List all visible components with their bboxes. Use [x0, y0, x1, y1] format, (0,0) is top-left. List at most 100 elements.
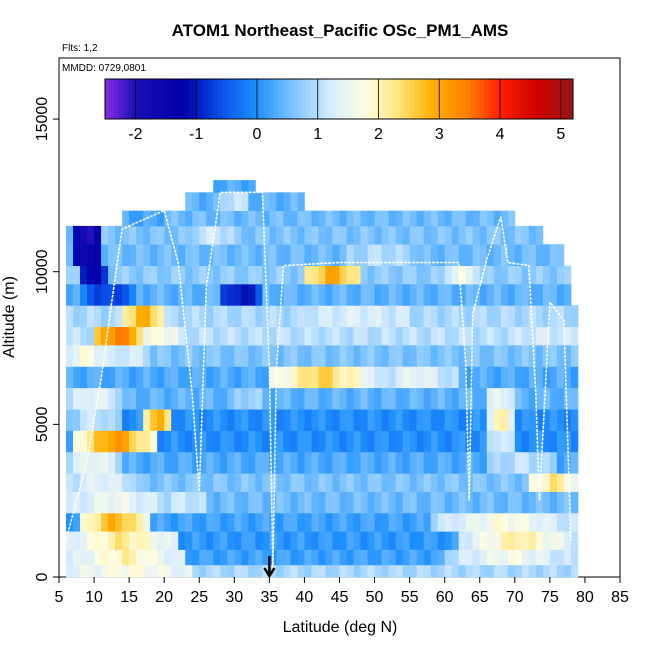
heatmap-cell	[220, 283, 228, 306]
heatmap-cell	[157, 283, 165, 306]
heatmap-cell	[129, 366, 137, 389]
heatmap-cell	[248, 344, 256, 367]
heatmap-cell	[318, 283, 326, 306]
heatmap-cell	[570, 491, 579, 514]
heatmap-cell	[346, 225, 354, 245]
colorbar-segment	[170, 79, 176, 119]
heatmap-cell	[416, 326, 425, 346]
heatmap-cell	[549, 283, 558, 306]
heatmap-cell	[402, 549, 411, 566]
heatmap-cell	[556, 512, 565, 532]
heatmap-cell	[556, 366, 565, 389]
heatmap-cell	[507, 491, 516, 514]
heatmap-cell	[283, 326, 291, 346]
heatmap-cell	[290, 409, 298, 431]
heatmap-cell	[150, 491, 158, 514]
heatmap-cell	[493, 387, 502, 410]
heatmap-cell	[227, 225, 235, 245]
heatmap-cell	[353, 549, 361, 566]
heatmap-cell	[150, 451, 158, 474]
heatmap-cell	[325, 387, 333, 410]
heatmap-cell	[66, 473, 74, 492]
heatmap-cell	[346, 326, 354, 346]
heatmap-cell	[325, 564, 333, 578]
heatmap-cell	[129, 512, 137, 532]
heatmap-cell	[332, 430, 340, 453]
heatmap-cell	[409, 244, 418, 266]
heatmap-cell	[486, 473, 495, 492]
heatmap-cell	[388, 451, 396, 474]
heatmap-cell	[395, 225, 404, 245]
heatmap-cell	[500, 531, 509, 550]
heatmap-cell	[164, 564, 172, 578]
heatmap-cell	[472, 549, 481, 566]
heatmap-cell	[94, 326, 102, 346]
heatmap-cell	[542, 305, 551, 328]
heatmap-cell	[311, 387, 319, 410]
heatmap-cell	[493, 451, 502, 474]
heatmap-cell	[234, 244, 242, 266]
heatmap-cell	[213, 225, 221, 245]
heatmap-cell	[220, 564, 228, 578]
heatmap-cell	[395, 409, 404, 431]
heatmap-cell	[409, 549, 418, 566]
heatmap-cell	[570, 326, 579, 346]
heatmap-cell	[521, 344, 530, 367]
marker-arrow	[263, 556, 276, 579]
heatmap-cell	[507, 387, 516, 410]
colorbar-segment	[376, 79, 382, 119]
heatmap-cell	[262, 225, 270, 245]
heatmap-cell	[206, 366, 214, 389]
heatmap-cell	[423, 283, 432, 306]
heatmap-cell	[486, 225, 495, 245]
heatmap-cell	[423, 564, 432, 578]
heatmap-cell	[248, 192, 256, 212]
heatmap-cell	[129, 210, 137, 227]
heatmap-cell	[136, 366, 144, 389]
heatmap-cell	[234, 366, 242, 389]
heatmap-cell	[444, 491, 453, 514]
heatmap-cell	[479, 564, 488, 578]
heatmap-cell	[108, 283, 116, 306]
colorbar-segment	[264, 79, 270, 119]
heatmap-cell	[339, 549, 347, 566]
heatmap-cell	[353, 210, 361, 227]
heatmap-cell	[276, 366, 284, 389]
heatmap-cell	[87, 387, 95, 410]
heatmap-cell	[388, 344, 396, 367]
heatmap-cell	[297, 564, 305, 578]
heatmap-cell	[185, 512, 193, 532]
heatmap-cell	[129, 491, 137, 514]
heatmap-cell	[304, 244, 312, 266]
colorbar-segment	[502, 79, 508, 119]
heatmap-cell	[178, 430, 186, 453]
heatmap-cell	[227, 387, 235, 410]
heatmap-cell	[157, 225, 165, 245]
heatmap-cell	[409, 564, 418, 578]
heatmap-cell	[304, 225, 312, 245]
colorbar-segment	[474, 79, 480, 119]
arrow-head	[263, 567, 276, 579]
colorbar-segment	[226, 79, 232, 119]
heatmap-cell	[199, 305, 207, 328]
heatmap-cell	[409, 210, 418, 227]
heatmap-cell	[115, 549, 123, 566]
heatmap-cell	[549, 366, 558, 389]
heatmap-cell	[234, 265, 242, 285]
heatmap-cell	[101, 564, 109, 578]
heatmap-cell	[178, 265, 186, 285]
heatmap-cell	[395, 344, 404, 367]
heatmap-cell	[332, 491, 340, 514]
heatmap-cell	[409, 326, 418, 346]
heatmap-cell	[213, 409, 221, 431]
heatmap-cell	[444, 564, 453, 578]
heatmap-cell	[486, 512, 495, 532]
heatmap-cell	[458, 265, 467, 285]
heatmap-cell	[269, 265, 277, 285]
heatmap-cell	[507, 326, 516, 346]
heatmap-cell	[150, 283, 158, 306]
heatmap-cell	[556, 387, 565, 410]
heatmap-cell	[500, 430, 509, 453]
heatmap-cell	[143, 344, 151, 367]
heatmap-cell	[535, 225, 544, 245]
